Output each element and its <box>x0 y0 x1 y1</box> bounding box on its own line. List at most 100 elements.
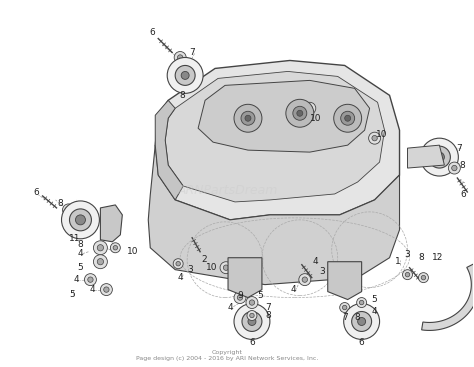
Circle shape <box>100 284 112 295</box>
Circle shape <box>237 295 243 300</box>
Circle shape <box>304 102 316 114</box>
Text: 8: 8 <box>58 199 64 208</box>
Text: 6: 6 <box>249 338 255 347</box>
Polygon shape <box>228 258 262 298</box>
Text: 3: 3 <box>319 267 325 276</box>
Text: 8: 8 <box>78 240 83 249</box>
Circle shape <box>234 292 246 304</box>
Circle shape <box>181 72 189 79</box>
Circle shape <box>234 104 262 132</box>
Circle shape <box>352 312 372 331</box>
Text: 8: 8 <box>459 161 465 170</box>
Circle shape <box>452 166 457 171</box>
Circle shape <box>341 111 355 125</box>
Circle shape <box>421 275 426 280</box>
Circle shape <box>245 115 251 121</box>
Text: 10: 10 <box>127 247 138 256</box>
Circle shape <box>75 215 85 225</box>
Polygon shape <box>422 264 474 330</box>
Text: 9: 9 <box>237 291 243 300</box>
Text: 5: 5 <box>257 291 263 300</box>
Polygon shape <box>155 100 183 200</box>
Polygon shape <box>100 205 122 242</box>
Text: 4: 4 <box>78 249 83 258</box>
Circle shape <box>249 300 255 305</box>
Polygon shape <box>328 262 362 299</box>
Circle shape <box>250 313 254 318</box>
Circle shape <box>302 277 308 282</box>
Circle shape <box>342 305 347 310</box>
Circle shape <box>223 265 229 270</box>
Text: 6: 6 <box>149 28 155 37</box>
Text: 7: 7 <box>342 313 347 322</box>
Circle shape <box>93 241 108 255</box>
Circle shape <box>84 274 96 286</box>
Circle shape <box>113 246 118 250</box>
Circle shape <box>369 132 381 144</box>
Circle shape <box>97 259 103 265</box>
Text: 1: 1 <box>395 257 401 266</box>
Text: 10: 10 <box>376 130 387 139</box>
Circle shape <box>434 152 445 162</box>
Circle shape <box>420 138 458 176</box>
Text: 10: 10 <box>310 114 321 123</box>
Circle shape <box>62 201 100 239</box>
Circle shape <box>402 270 412 280</box>
Circle shape <box>448 162 460 174</box>
Text: 11: 11 <box>69 234 80 243</box>
Polygon shape <box>155 61 400 220</box>
Circle shape <box>428 146 450 168</box>
Text: 5: 5 <box>78 263 83 272</box>
Circle shape <box>299 274 311 286</box>
Text: 8: 8 <box>419 253 424 262</box>
Text: 3: 3 <box>405 250 410 259</box>
Circle shape <box>66 207 71 212</box>
Text: 4: 4 <box>90 285 95 294</box>
Circle shape <box>176 261 181 266</box>
Circle shape <box>167 58 203 93</box>
Circle shape <box>177 55 183 60</box>
Circle shape <box>173 259 183 269</box>
Text: 7: 7 <box>265 303 271 312</box>
Circle shape <box>104 287 109 292</box>
Text: 4: 4 <box>177 273 183 282</box>
Text: 6: 6 <box>460 190 466 199</box>
Circle shape <box>372 135 377 141</box>
Circle shape <box>220 262 232 274</box>
Circle shape <box>345 115 351 121</box>
Polygon shape <box>148 145 400 285</box>
Text: 12: 12 <box>432 253 443 262</box>
Circle shape <box>174 51 186 63</box>
Text: 10: 10 <box>206 263 218 272</box>
Circle shape <box>334 104 362 132</box>
Text: 8: 8 <box>179 91 185 100</box>
Circle shape <box>247 310 257 320</box>
Text: 5: 5 <box>372 295 377 304</box>
Text: 4: 4 <box>291 285 297 294</box>
Text: 8: 8 <box>265 311 271 320</box>
Circle shape <box>405 272 410 277</box>
Text: 3: 3 <box>187 265 193 274</box>
Circle shape <box>93 255 108 269</box>
Text: 7: 7 <box>456 143 462 153</box>
Polygon shape <box>165 72 384 202</box>
Text: 5: 5 <box>70 290 75 299</box>
Circle shape <box>297 110 303 116</box>
Text: ARNPartsDream: ARNPartsDream <box>177 184 278 197</box>
Circle shape <box>88 277 93 282</box>
Polygon shape <box>408 145 445 168</box>
Circle shape <box>110 243 120 253</box>
Circle shape <box>359 300 364 305</box>
Circle shape <box>293 106 307 120</box>
Text: Copyright
Page design (c) 2004 - 2016 by ARI Network Services, Inc.: Copyright Page design (c) 2004 - 2016 by… <box>137 350 319 361</box>
Text: 2: 2 <box>201 255 207 264</box>
Circle shape <box>234 304 270 339</box>
Text: 4: 4 <box>372 307 377 316</box>
Text: 4: 4 <box>73 275 79 284</box>
Text: 8: 8 <box>355 313 361 322</box>
Circle shape <box>358 317 365 326</box>
Text: 6: 6 <box>34 189 39 197</box>
Polygon shape <box>198 80 370 152</box>
Circle shape <box>340 302 350 313</box>
Circle shape <box>241 111 255 125</box>
